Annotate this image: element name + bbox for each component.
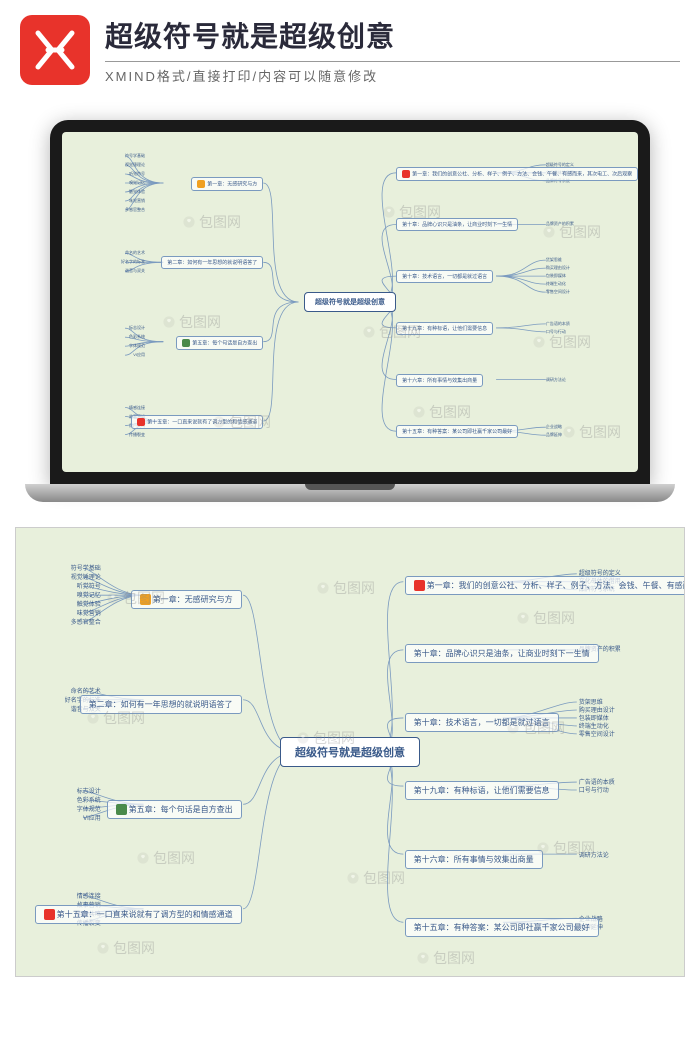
leaf: 味觉营销 (129, 198, 145, 203)
branch-left-1: 第二章：如何有一年思想的就说明语答了 (161, 256, 263, 269)
leaf: 色彩系统 (129, 334, 145, 339)
leaf: 零售空间设计 (579, 732, 615, 740)
watermark: 包图网 (106, 588, 165, 608)
branch-left-2: 第五章：每个句话是自方查出 (107, 800, 242, 819)
leaf: 字体规范 (77, 807, 101, 815)
leaf: 口号与行动 (579, 788, 609, 796)
leaf: 嗅觉记忆 (129, 180, 145, 185)
leaf: 字体规范 (129, 343, 145, 348)
leaf: 包装即媒体 (579, 716, 609, 724)
leaf: 色彩系统 (77, 798, 101, 806)
branch-right-1: 第十章：品牌心识只是油条，让商业时刻下一生情 (405, 644, 599, 663)
leaf: 谐音与双关 (125, 268, 145, 273)
leaf: 嗅觉记忆 (77, 593, 101, 601)
leaf: 标志设计 (129, 325, 145, 330)
branch-right-3: 第十九章：有种标语，让他们需要信息 (405, 781, 559, 800)
watermark: 包图网 (136, 848, 195, 868)
watermark: 包图网 (212, 412, 271, 432)
page-title: 超级符号就是超级创意 (105, 15, 680, 55)
branch-left-2: 第五章：每个句话是自方查出 (176, 336, 263, 350)
xmind-logo (20, 15, 90, 85)
watermark: 包图网 (536, 838, 595, 858)
leaf: 终端生动化 (546, 281, 566, 286)
watermark: 包图网 (542, 222, 601, 242)
leaf: 情感连接 (77, 894, 101, 902)
laptop-base (25, 484, 675, 502)
leaf: 听觉符号 (129, 171, 145, 176)
header: 超级符号就是超级创意 XMIND格式/直接打印/内容可以随意修改 (0, 0, 700, 100)
watermark: 包图网 (182, 212, 241, 232)
leaf: VI应用 (83, 816, 101, 824)
watermark: 包图网 (162, 312, 221, 332)
leaf: 广告语的本质 (546, 321, 570, 326)
branch-right-2: 第十章：技术语言，一切都是就过语言 (396, 270, 493, 283)
mindmap-enlarged: 第一章：我们的创意公社、分析、样子、例子、方法、会钱、午餐、有感而来，其次电工、… (15, 527, 685, 977)
leaf: 品牌延伸 (546, 432, 562, 437)
watermark: 包图网 (346, 868, 405, 888)
leaf: 货架思维 (546, 257, 562, 262)
watermark: 包图网 (532, 332, 591, 352)
laptop-screen: 第一章：我们的创意公社、分析、样子、例子、方法、会钱、午餐、有感而来，其次电工、… (62, 132, 638, 472)
leaf: 企业战略 (546, 424, 562, 429)
leaf: 多感官整合 (125, 207, 145, 212)
leaf: 触觉体验 (129, 189, 145, 194)
branch-right-0: 第一章：我们的创意公社、分析、样子、例子、方法、会钱、午餐、有感而来，其次电工、… (396, 167, 638, 181)
watermark: 包图网 (412, 402, 471, 422)
branch-left-0: 第一章：无感研究与方 (191, 177, 263, 191)
leaf: VI应用 (133, 352, 145, 357)
watermark: 包图网 (562, 422, 621, 442)
leaf: 调研方法论 (546, 377, 566, 382)
leaf: 标志设计 (77, 789, 101, 797)
leaf: 传播裂变 (129, 432, 145, 437)
leaf: 命名的艺术 (125, 250, 145, 255)
branch-right-0: 第一章：我们的创意公社、分析、样子、例子、方法、会钱、午餐、有感而来，其次电工、… (405, 576, 685, 595)
branch-right-4: 第十六章：所有事情与效集出商量 (405, 850, 543, 869)
laptop-mockup: 第一章：我们的创意公社、分析、样子、例子、方法、会钱、午餐、有感而来，其次电工、… (0, 100, 700, 512)
leaf: 听觉符号 (77, 584, 101, 592)
leaf: 广告语的本质 (579, 780, 615, 788)
leaf: 好名字的标准 (121, 259, 145, 264)
mindmap-small: 第一章：我们的创意公社、分析、样子、例子、方法、会钱、午餐、有感而来，其次电工、… (62, 132, 638, 472)
leaf: 购买理由设计 (579, 708, 615, 716)
watermark: 包图网 (296, 728, 355, 748)
leaf: 触觉体验 (77, 602, 101, 610)
mindmap-large-canvas: 第一章：我们的创意公社、分析、样子、例子、方法、会钱、午餐、有感而来，其次电工、… (16, 528, 684, 976)
branch-right-5: 第十五章：有种答案：某公司即社赢千家公司最好 (396, 425, 518, 438)
watermark: 包图网 (96, 938, 155, 958)
watermark: 包图网 (316, 578, 375, 598)
leaf: 包装即媒体 (546, 273, 566, 278)
center-node: 超级符号就是超级创意 (304, 292, 396, 312)
leaf: 味觉营销 (77, 611, 101, 619)
watermark: 包图网 (516, 608, 575, 628)
branch-left-3: 第十五章：一口直来说就有了调方型的和情感通道 (35, 905, 242, 924)
page-subtitle: XMIND格式/直接打印/内容可以随意修改 (105, 61, 680, 85)
branch-right-5: 第十五章：有种答案：某公司即社赢千家公司最好 (405, 918, 599, 937)
watermark: 包图网 (416, 948, 475, 968)
laptop-bezel: 第一章：我们的创意公社、分析、样子、例子、方法、会钱、午餐、有感而来，其次电工、… (50, 120, 650, 484)
watermark: 包图网 (382, 202, 441, 222)
leaf: 购买理由设计 (546, 265, 570, 270)
watermark: 包图网 (362, 322, 421, 342)
leaf: 视觉锤理论 (71, 575, 101, 583)
header-text: 超级符号就是超级创意 XMIND格式/直接打印/内容可以随意修改 (105, 15, 680, 85)
leaf: 情感连接 (129, 405, 145, 410)
leaf: 多感官整合 (71, 620, 101, 628)
leaf: 零售空间设计 (546, 289, 570, 294)
leaf: 视觉锤理论 (125, 162, 145, 167)
watermark: 包图网 (86, 708, 145, 728)
watermark: 包图网 (506, 718, 565, 738)
branch-right-4: 第十六章：所有事情与效集出商量 (396, 374, 483, 387)
leaf: 符号学基础 (125, 153, 145, 158)
leaf: 货架思维 (579, 700, 603, 708)
leaf: 符号学基础 (71, 566, 101, 574)
leaf: 终端生动化 (579, 724, 609, 732)
